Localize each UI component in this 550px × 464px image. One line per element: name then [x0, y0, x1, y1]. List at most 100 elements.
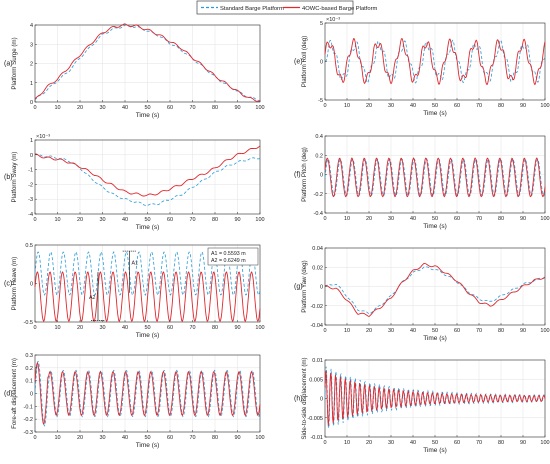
- y-tick-label: 0: [320, 397, 323, 403]
- chart-panel-a: 0 10 20 30 40 50 60 70 80 90 100 0 1 2 3 4 Time (s) Platf…: [4, 23, 265, 119]
- x-tick-label: 40: [122, 435, 128, 441]
- x-tick-label: 10: [344, 328, 350, 334]
- chart-panel-d: 0 10 20 30 40 50 60 70 80 90 100 -0.3 -0.2 -0.1 0 0.1 0.…: [4, 353, 265, 449]
- x-tick-label: 90: [234, 105, 240, 111]
- x-tick-label: 40: [410, 216, 416, 222]
- panel-label: (g): [294, 284, 303, 291]
- legend-label-standard: Standard Barge Platform: [220, 6, 284, 12]
- annotation-label-a1: A1: [132, 260, 139, 266]
- y-tick-label: 0: [320, 60, 323, 66]
- x-tick-label: 60: [167, 217, 173, 223]
- y-tick-label: -0.2: [314, 192, 323, 198]
- legend-box: [196, 0, 354, 15]
- x-tick-label: 90: [520, 103, 526, 109]
- x-tick-label: 60: [454, 328, 460, 334]
- x-tick-label: 100: [540, 103, 549, 109]
- panel-label: (h): [294, 396, 303, 403]
- x-tick-label: 50: [144, 105, 150, 111]
- x-tick-label: 50: [432, 103, 438, 109]
- x-tick-label: 90: [234, 435, 240, 441]
- x-tick-label: 60: [454, 440, 460, 446]
- panel-label: (f): [294, 172, 301, 179]
- x-tick-label: 100: [255, 435, 264, 441]
- y-tick-label: -0.3: [24, 430, 33, 436]
- x-tick-label: 90: [234, 325, 240, 331]
- x-tick-label: 70: [189, 105, 195, 111]
- x-tick-label: 0: [323, 440, 326, 446]
- chart-panel-f: 0 10 20 30 40 50 60 70 80 90 100 -0.4 -0.2 0 0.2 0.4 Tim…: [294, 134, 550, 230]
- x-axis-label: Time (s): [136, 224, 160, 231]
- x-tick-label: 50: [432, 440, 438, 446]
- series-line-4owc: [324, 370, 546, 426]
- x-tick-label: 20: [77, 105, 83, 111]
- y-tick-label: 0.01: [312, 358, 323, 364]
- x-tick-label: 90: [234, 217, 240, 223]
- y-axis-label: Platform Yaw (deg): [301, 260, 308, 312]
- x-tick-label: 50: [144, 217, 150, 223]
- x-tick-label: 90: [520, 216, 526, 222]
- y-axis-label: Platform Roll (deg): [301, 36, 308, 88]
- x-tick-label: 40: [122, 325, 128, 331]
- x-tick-label: 0: [33, 217, 36, 223]
- y-tick-label: -0.04: [310, 323, 323, 329]
- y-tick-label: 0.4: [315, 134, 323, 140]
- series-line-4owc: [324, 38, 546, 85]
- x-tick-label: 20: [366, 440, 372, 446]
- panel-label: (c): [4, 281, 12, 288]
- y-tick-label: 0.3: [25, 353, 33, 359]
- panel-label: (d): [4, 391, 13, 398]
- x-tick-label: 10: [344, 440, 350, 446]
- x-tick-label: 80: [212, 105, 218, 111]
- x-tick-label: 70: [189, 325, 195, 331]
- y-tick-label: 0: [30, 100, 33, 106]
- x-tick-label: 60: [454, 103, 460, 109]
- annotation-box: [207, 247, 259, 266]
- x-tick-label: 100: [255, 217, 264, 223]
- x-tick-label: 10: [344, 103, 350, 109]
- y-axis-label: Side-to-side displacement (m): [301, 357, 308, 439]
- x-axis-label: Time (s): [423, 110, 447, 117]
- x-tick-label: 10: [54, 105, 60, 111]
- y-axis-label: Platform Surge (m): [11, 37, 18, 89]
- y-tick-label: 0.1: [25, 379, 33, 385]
- x-tick-label: 40: [122, 105, 128, 111]
- axis-exponent: ×10⁻³: [326, 17, 340, 23]
- x-tick-label: 70: [476, 216, 482, 222]
- x-tick-label: 50: [432, 328, 438, 334]
- x-tick-label: 90: [520, 328, 526, 334]
- y-tick-label: -5: [318, 98, 323, 104]
- y-tick-label: 1: [30, 138, 33, 144]
- series-line-4owc: [34, 361, 261, 425]
- x-tick-label: 30: [388, 216, 394, 222]
- x-tick-label: 20: [366, 103, 372, 109]
- y-tick-label: 0: [30, 282, 33, 288]
- x-axis-label: Time (s): [136, 112, 160, 119]
- y-tick-label: 0: [320, 173, 323, 179]
- series-line-4owc: [325, 262, 546, 318]
- x-tick-label: 80: [212, 435, 218, 441]
- x-tick-label: 50: [144, 325, 150, 331]
- x-tick-label: 30: [99, 435, 105, 441]
- y-tick-label: 0.04: [312, 246, 323, 252]
- y-tick-label: 5: [320, 21, 323, 27]
- y-tick-label: 0.5: [25, 243, 33, 249]
- series-line-4owc: [34, 271, 261, 323]
- x-tick-label: 10: [54, 435, 60, 441]
- x-tick-label: 0: [323, 103, 326, 109]
- x-tick-label: 20: [77, 435, 83, 441]
- x-tick-label: 10: [344, 216, 350, 222]
- x-tick-label: 30: [99, 325, 105, 331]
- y-tick-label: -2: [28, 182, 33, 188]
- x-tick-label: 40: [410, 440, 416, 446]
- y-tick-label: 0.2: [315, 153, 323, 159]
- x-tick-label: 30: [99, 217, 105, 223]
- series-line-4owc: [34, 145, 261, 197]
- series-line-standard: [324, 158, 546, 197]
- x-tick-label: 50: [432, 216, 438, 222]
- x-tick-label: 0: [33, 325, 36, 331]
- y-tick-label: -0.005: [307, 416, 323, 422]
- y-tick-label: -4: [28, 212, 33, 218]
